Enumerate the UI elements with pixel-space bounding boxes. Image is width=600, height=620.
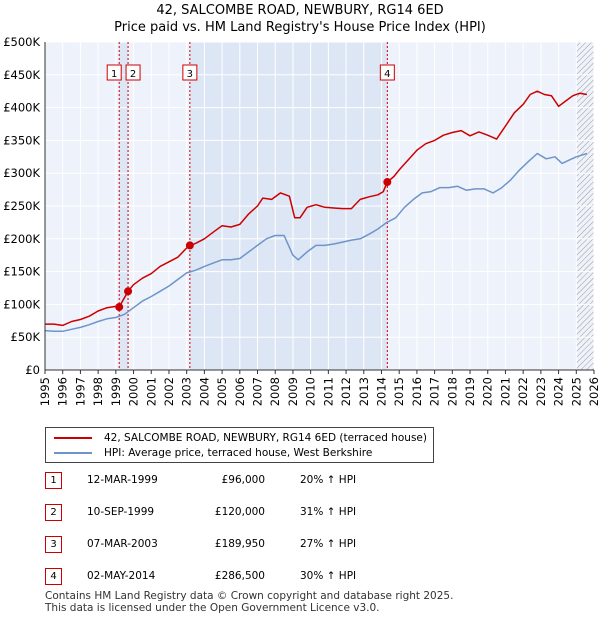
chart-legend: 42, SALCOMBE ROAD, NEWBURY, RG14 6ED (te… <box>45 427 434 463</box>
sale-number-label: 3 <box>187 69 193 80</box>
series-line-hpi <box>44 152 588 333</box>
x-tick-label: 1997 <box>73 377 87 406</box>
sale-date: 02-MAY-2014 <box>87 570 156 582</box>
sale-number-box <box>379 64 395 81</box>
sale-number-label: 4 <box>384 69 390 80</box>
x-tick-label: 2022 <box>516 377 530 406</box>
y-tick-label: £100K <box>3 297 40 311</box>
x-tick-label: 2019 <box>463 377 477 406</box>
sale-price: £120,000 <box>214 506 265 518</box>
table-row: 4 02-MAY-2014 £286,500 30% ↑ HPI <box>45 568 565 586</box>
legend-item-hpi: HPI: Average price, terraced house, West… <box>54 446 372 460</box>
x-tick-label: 2010 <box>304 377 318 406</box>
x-tick-label: 2000 <box>127 377 141 406</box>
x-tick-label: 2007 <box>251 377 265 406</box>
x-tick-label: 2014 <box>374 377 388 406</box>
sale-point <box>124 287 133 296</box>
x-tick-label: 2016 <box>410 377 424 406</box>
y-tick-label: £450K <box>3 68 40 82</box>
sale-hpi-change: 31% ↑ HPI <box>300 506 357 518</box>
sale-number-box <box>106 64 122 81</box>
sale-hpi-change: 30% ↑ HPI <box>300 570 357 582</box>
sale-date: 10-SEP-1999 <box>87 506 155 518</box>
sale-number-box <box>182 64 198 81</box>
x-tick-label: 2015 <box>392 377 406 406</box>
x-tick-label: 2021 <box>498 377 512 406</box>
chart-subtitle: Price paid vs. HM Land Registry's House … <box>114 20 486 35</box>
x-tick-label: 1999 <box>109 377 123 406</box>
x-tick-label: 2011 <box>321 377 335 406</box>
x-tick-label: 2026 <box>587 377 600 406</box>
legend-item-price: 42, SALCOMBE ROAD, NEWBURY, RG14 6ED (te… <box>54 431 427 445</box>
sale-number-badge: 4 <box>45 568 62 585</box>
sale-hpi-change: 20% ↑ HPI <box>300 474 357 486</box>
y-tick-label: £250K <box>3 199 40 213</box>
x-tick-label: 2001 <box>144 377 158 406</box>
sale-number-box <box>125 64 141 81</box>
table-row: 3 07-MAR-2003 £189,950 27% ↑ HPI <box>45 536 565 554</box>
series-line-price <box>45 90 588 327</box>
x-tick-label: 2012 <box>339 377 353 406</box>
x-tick-label: 2023 <box>534 377 548 406</box>
sale-point <box>185 241 194 250</box>
sale-number-badge: 1 <box>45 472 62 489</box>
chart-title: 42, SALCOMBE ROAD, NEWBURY, RG14 6ED <box>156 3 444 18</box>
x-tick-label: 1998 <box>91 377 105 406</box>
sale-date: 12-MAR-1999 <box>87 474 158 486</box>
x-tick-label: 1996 <box>56 377 70 406</box>
sale-price: £286,500 <box>214 570 265 582</box>
x-tick-label: 2002 <box>162 377 176 406</box>
y-tick-label: £350K <box>3 133 40 147</box>
y-tick-label: £150K <box>3 265 40 279</box>
x-tick-label: 2003 <box>180 377 194 406</box>
sale-number-badge: 3 <box>45 536 62 553</box>
sale-point <box>383 178 392 187</box>
legend-line-price <box>54 437 92 439</box>
x-tick-label: 1995 <box>38 377 52 406</box>
table-row: 2 10-SEP-1999 £120,000 31% ↑ HPI <box>45 504 565 522</box>
y-tick-label: £500K <box>3 35 40 49</box>
sale-hpi-change: 27% ↑ HPI <box>300 538 357 550</box>
sale-price: £96,000 <box>221 474 265 486</box>
y-tick-label: £200K <box>3 232 40 246</box>
x-tick-label: 2017 <box>428 377 442 406</box>
y-tick-label: £300K <box>3 166 40 180</box>
legend-label-price: 42, SALCOMBE ROAD, NEWBURY, RG14 6ED (te… <box>104 432 427 444</box>
sale-price: £189,950 <box>214 538 265 550</box>
x-tick-label: 2024 <box>552 377 566 406</box>
x-tick-label: 2004 <box>197 377 211 406</box>
price-chart: £0 £50K £100K £150K £200K £250K £300K £350K £400… <box>3 35 600 406</box>
x-tick-label: 2020 <box>481 377 495 406</box>
y-tick-label: £50K <box>11 330 41 344</box>
footer-licence: This data is licensed under the Open Gov… <box>45 602 380 614</box>
y-tick-label: £0 <box>25 363 40 377</box>
x-tick-label: 2018 <box>445 377 459 406</box>
legend-label-hpi: HPI: Average price, terraced house, West… <box>104 447 373 459</box>
sale-number-label: 2 <box>130 69 136 80</box>
sale-number-badge: 2 <box>45 504 62 521</box>
sale-date: 07-MAR-2003 <box>87 538 158 550</box>
y-tick-label: £400K <box>3 101 40 115</box>
x-tick-label: 2006 <box>233 377 247 406</box>
x-tick-label: 2013 <box>357 377 371 406</box>
table-row: 1 12-MAR-1999 £96,000 20% ↑ HPI <box>45 472 565 490</box>
x-tick-label: 2009 <box>286 377 300 406</box>
sale-number-label: 1 <box>111 69 117 80</box>
legend-line-hpi <box>54 452 92 454</box>
x-tick-label: 2008 <box>268 377 282 406</box>
x-tick-label: 2005 <box>215 377 229 406</box>
sale-point <box>115 303 124 312</box>
x-tick-label: 2025 <box>569 377 583 406</box>
footer-copyright: Contains HM Land Registry data © Crown c… <box>45 590 454 602</box>
